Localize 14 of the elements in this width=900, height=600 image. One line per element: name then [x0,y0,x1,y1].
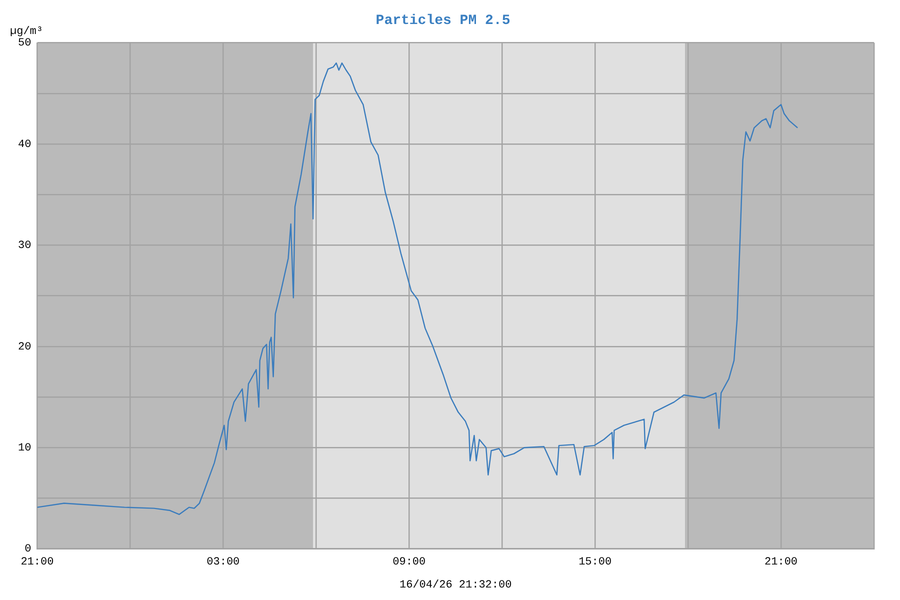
chart-title: Particles PM 2.5 [376,12,510,29]
x-tick-label: 09:00 [392,556,426,568]
x-tick-label: 03:00 [206,556,240,568]
y-tick-label: 0 [24,544,32,556]
y-tick-label: 20 [18,341,32,354]
y-tick-label: 30 [18,240,32,252]
y-axis-title: µg/m³ [10,26,44,38]
x-tick-label: 21:00 [764,556,798,568]
y-tick-label: 10 [18,442,32,455]
x-tick-label: 15:00 [578,556,612,568]
text: 16/04/26 21:32:00 [399,579,512,592]
y-tick-label: 50 [18,38,32,50]
y-tick-label: 40 [18,138,32,151]
x-tick-label: 21:00 [20,556,54,568]
